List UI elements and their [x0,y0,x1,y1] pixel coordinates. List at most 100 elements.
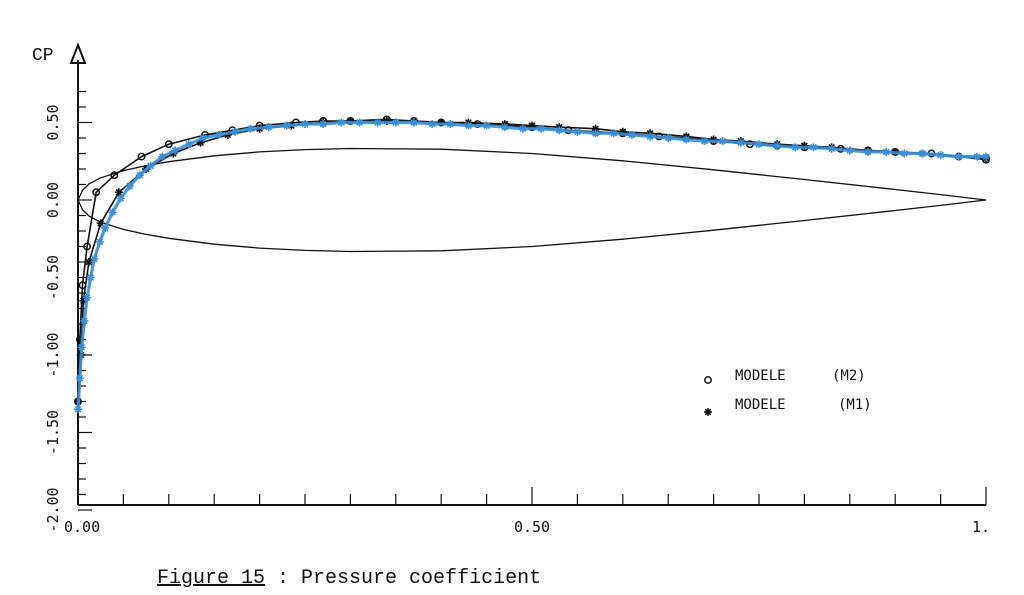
data-point [428,120,437,129]
data-point [845,146,854,155]
data-point [972,152,981,161]
data-point [158,152,167,161]
data-point [77,343,86,352]
data-point [518,124,527,133]
y-tick-label: -1.50 [44,410,62,455]
data-point [171,146,180,155]
data-point [482,121,491,130]
data-point [116,194,125,203]
data-point [80,316,89,325]
data-point [74,405,82,414]
data-point [573,127,582,136]
y-tick-label: -2.00 [44,487,62,532]
data-point [231,127,240,136]
data-point [391,118,400,127]
data-point [900,149,909,158]
figure-caption: Figure 15 : Pressure coefficient [157,567,541,590]
legend-label-m2: MODELE [735,368,786,384]
data-point [319,120,328,129]
series-2 [74,118,990,414]
data-point [809,143,818,152]
data-point [682,135,691,144]
data-point [337,118,346,127]
legend-marker-asterisk-icon [704,408,712,416]
data-point [555,126,564,135]
data-point [664,134,673,142]
data-point [246,124,255,133]
data-point [83,293,92,302]
data-point [464,121,473,130]
data-point [627,130,636,139]
data-point [373,118,382,127]
data-point [199,134,208,142]
data-point [954,152,963,161]
data-point [110,171,119,180]
data-point [355,118,364,127]
data-point [500,123,509,132]
data-point [184,140,193,149]
data-point [773,141,782,150]
data-point [83,242,92,251]
series-line [77,120,987,402]
data-point [736,138,745,147]
data-point [446,120,455,129]
data-point [755,140,763,149]
data-point [700,137,709,146]
airfoil-profile [77,147,987,253]
data-point [84,258,93,266]
x-tick-label: 0.00 [64,518,100,536]
data-point [646,132,655,141]
legend-tag-m2: (M2) [832,368,866,384]
series-line [76,120,986,410]
data-point [92,188,101,197]
data-point [108,208,117,217]
data-point [125,182,134,191]
data-point [301,120,309,129]
data-point [164,140,173,149]
legend: MODELE (M2) MODELE (M1) [704,368,872,416]
y-tick-label: -0.50 [44,255,62,300]
legend-tag-m1: (M1) [838,397,872,413]
data-point [101,223,110,232]
data-point [827,144,836,153]
data-point [214,130,223,139]
series-0 [74,115,990,406]
y-tick-label: 0.50 [44,104,62,140]
data-point [86,273,95,282]
y-axis-label: CP [32,46,54,66]
y-tick-label: -1.00 [44,332,62,377]
data-point [282,121,291,130]
caption-text: : Pressure coefficient [265,567,541,590]
y-axis-arrow [69,42,87,64]
data-point [409,118,418,127]
legend-label-m1: MODELE [735,397,786,413]
data-point [882,147,891,156]
data-point [791,143,800,152]
series-1 [74,116,990,406]
data-point [95,237,104,246]
x-tick-label: 1. [972,518,990,536]
series-line [77,118,987,402]
figure-number: Figure 15 [157,567,265,590]
data-point [264,123,273,132]
legend-entry-m1: MODELE (M1) [704,397,872,416]
data-point [609,129,618,138]
y-tick-label: 0.00 [44,182,62,218]
data-point [135,171,144,180]
data-point [114,188,123,197]
data-point [75,374,84,383]
data-point [537,124,546,133]
data-point [718,137,727,146]
data-point [936,151,945,160]
data-point [982,152,990,161]
data-point [863,147,872,156]
data-point [146,161,155,170]
data-point [591,129,600,138]
data-point [918,149,927,158]
legend-entry-m2: MODELE (M2) [704,368,866,384]
x-tick-label: 0.50 [514,518,550,536]
data-point [137,152,146,161]
legend-marker-circle-icon [704,376,712,384]
data-point [90,254,99,263]
